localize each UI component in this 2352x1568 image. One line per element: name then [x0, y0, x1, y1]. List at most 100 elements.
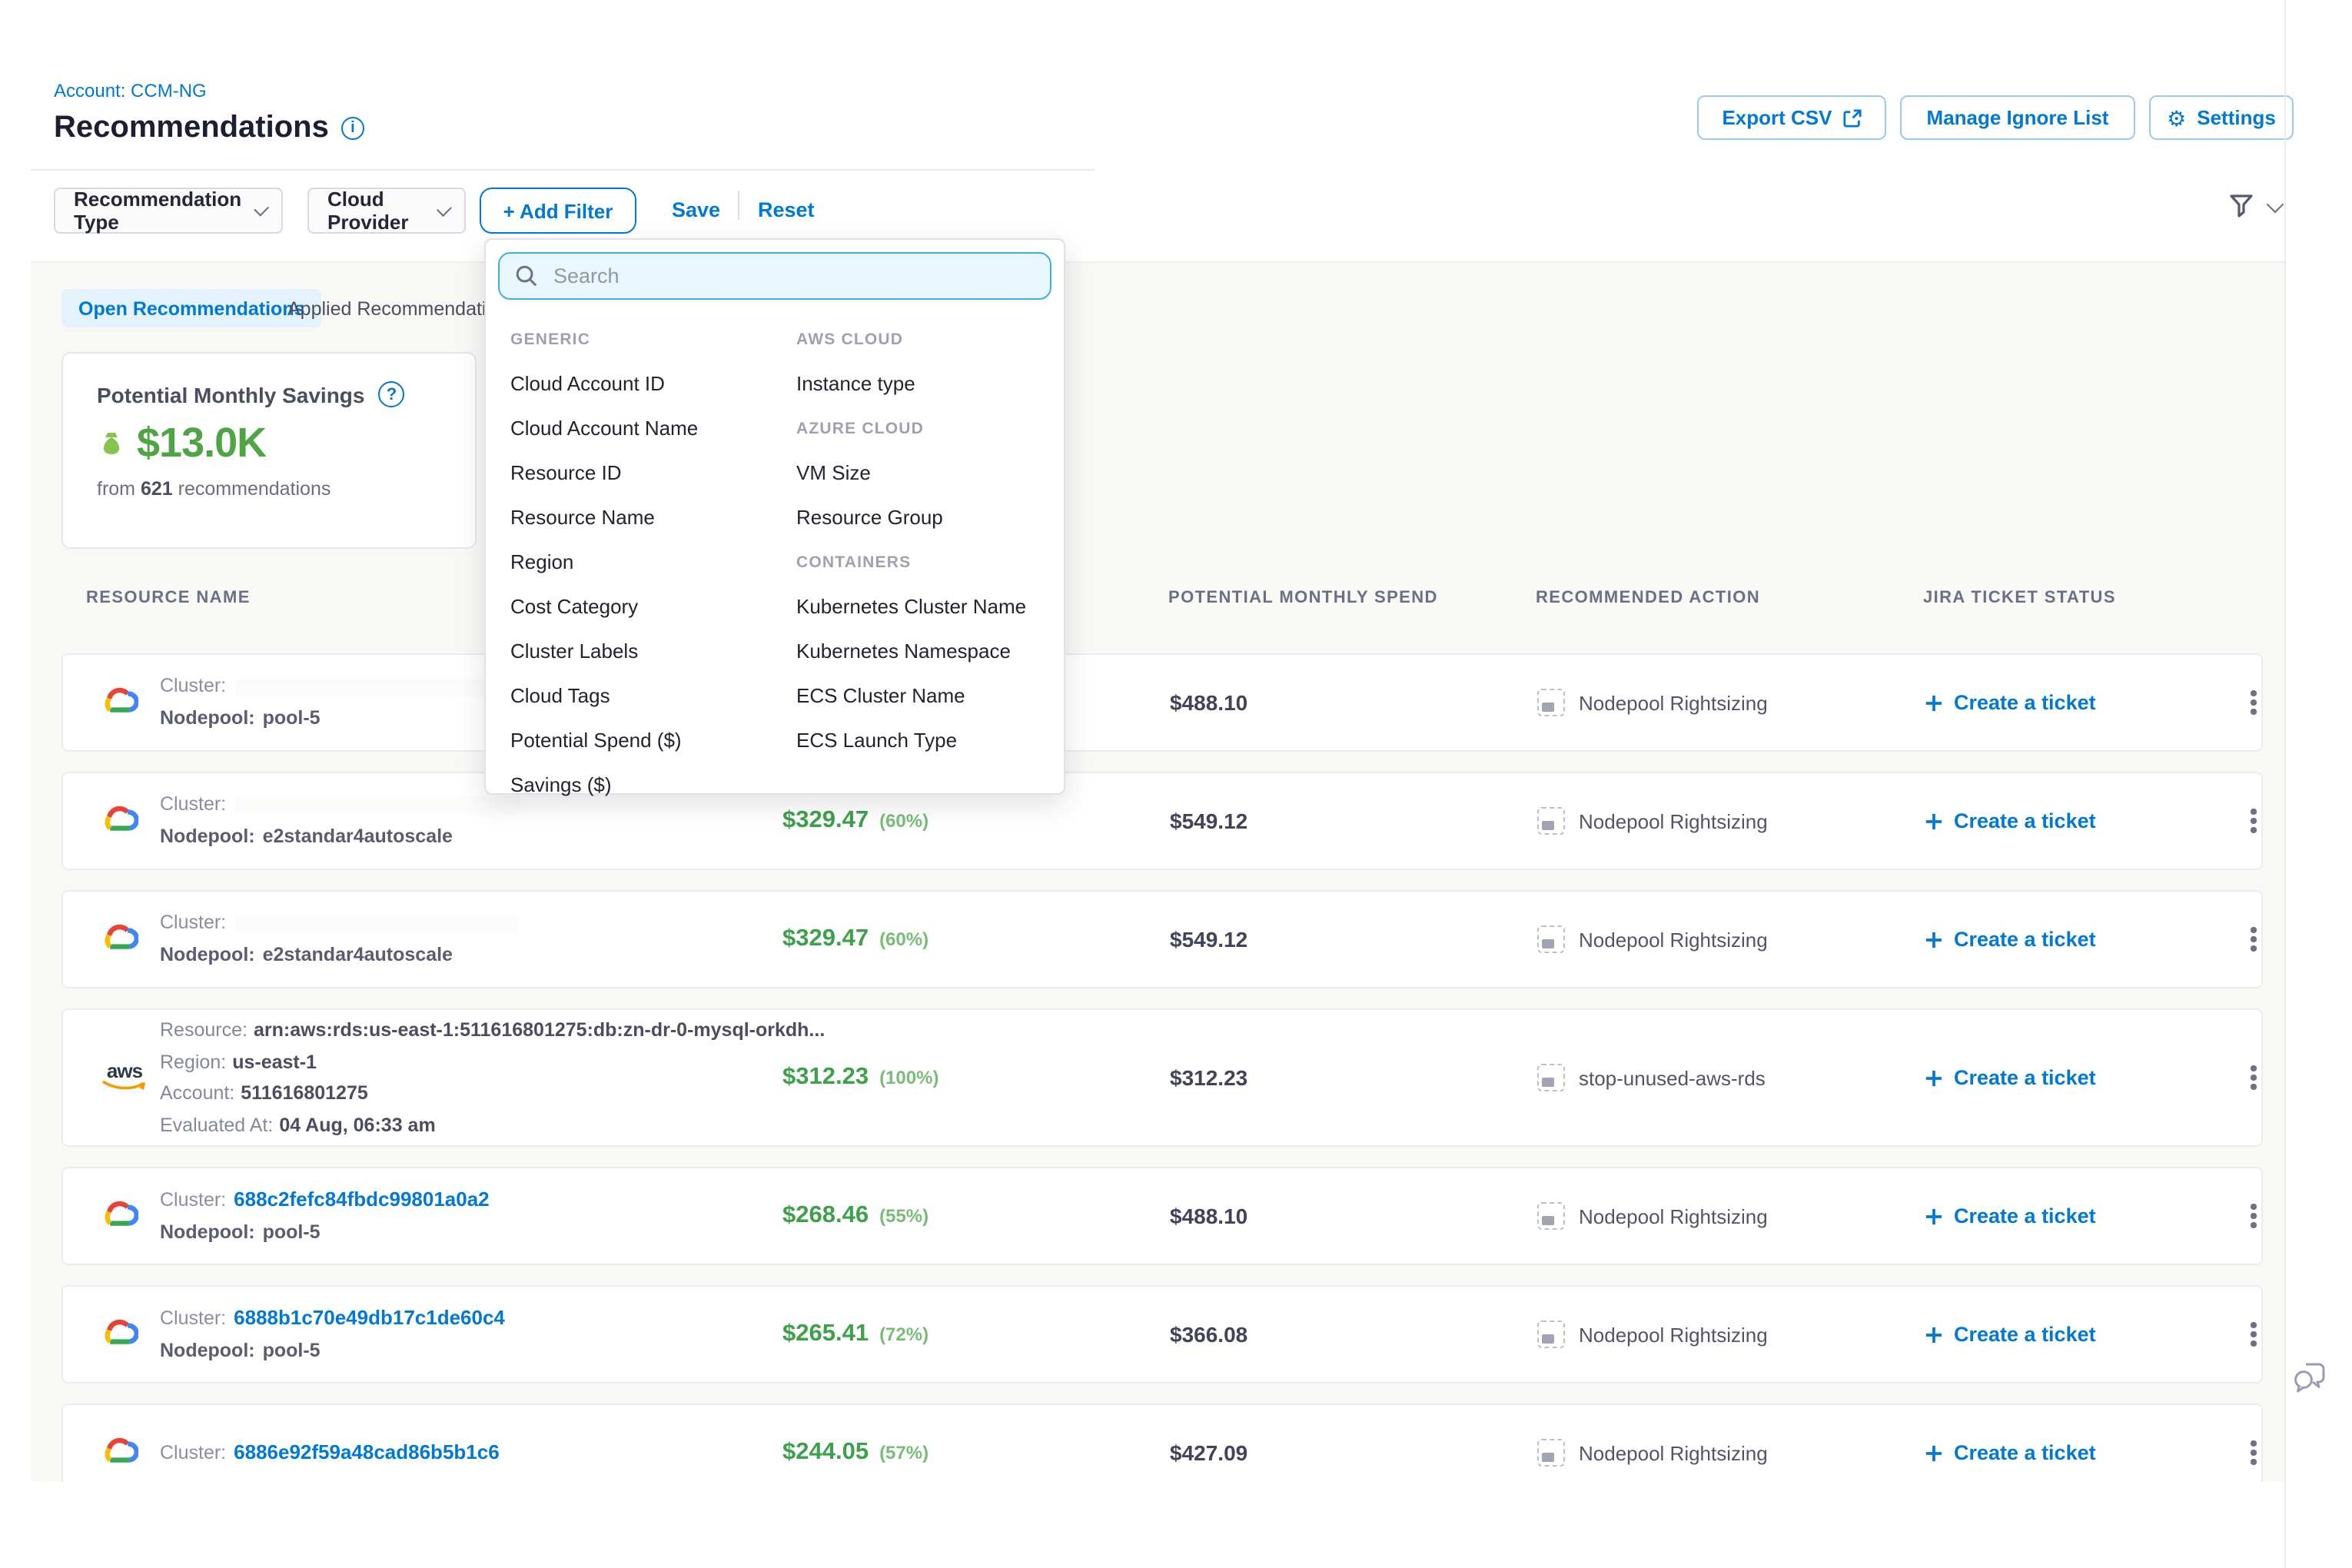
- recommendation-type-filter[interactable]: Recommendation Type: [54, 188, 283, 234]
- dropdown-item[interactable]: Resource Group: [796, 506, 1064, 529]
- create-ticket-button[interactable]: Create a ticket: [1925, 928, 2096, 951]
- rightsizing-icon: [1537, 1202, 1565, 1230]
- help-icon[interactable]: ?: [379, 381, 405, 407]
- cluster-link[interactable]: 6888b1c70e49db17c1de60c4: [234, 1306, 505, 1329]
- spend-cell: $427.09: [1170, 1440, 1247, 1465]
- add-filter-dropdown: GENERIC AWS CLOUD Cloud Account ID Insta…: [484, 238, 1065, 795]
- aws-icon: aws: [98, 1062, 151, 1093]
- table-row[interactable]: Cluster: Nodepool:pool-5 $488.10 Nodepoo…: [61, 653, 2263, 752]
- table-row[interactable]: Cluster:6886e92f59a48cad86b5b1c6 $244.05…: [61, 1404, 2263, 1482]
- dropdown-item[interactable]: Cloud Account ID: [510, 372, 796, 395]
- dropdown-item[interactable]: Cloud Tags: [510, 684, 796, 707]
- plus-icon: [1925, 812, 1943, 830]
- row-menu-button[interactable]: [2243, 1201, 2264, 1231]
- settings-button[interactable]: ⚙ Settings: [2149, 95, 2294, 140]
- dropdown-item[interactable]: VM Size: [796, 461, 1064, 484]
- table-row[interactable]: Cluster:6888b1c70e49db17c1de60c4 Nodepoo…: [61, 1285, 2263, 1384]
- rightsizing-icon: [1537, 1321, 1565, 1348]
- gcp-icon: [98, 682, 138, 723]
- action-cell: Nodepool Rightsizing: [1537, 807, 1768, 835]
- dropdown-item[interactable]: Kubernetes Namespace: [796, 639, 1064, 663]
- dropdown-item[interactable]: Region: [510, 550, 796, 573]
- action-cell: Nodepool Rightsizing: [1537, 1321, 1768, 1348]
- tab-applied-recommendations[interactable]: Applied Recommendations: [287, 289, 517, 327]
- divider: [738, 191, 739, 220]
- dropdown-item[interactable]: ECS Launch Type: [796, 729, 1064, 752]
- dropdown-section-containers: CONTAINERS: [796, 553, 1064, 571]
- action-cell: Nodepool Rightsizing: [1537, 1202, 1768, 1230]
- right-gutter-line: [2284, 0, 2286, 1568]
- gcp-icon: [98, 1432, 138, 1473]
- rightsizing-icon: [1537, 1439, 1565, 1467]
- resource-cell: Cluster:6888b1c70e49db17c1de60c4 Nodepoo…: [160, 1301, 759, 1367]
- dropdown-options: GENERIC AWS CLOUD Cloud Account ID Insta…: [510, 317, 1064, 807]
- plus-icon: [1925, 693, 1943, 712]
- dropdown-item[interactable]: Cluster Labels: [510, 639, 796, 663]
- dropdown-item[interactable]: Cloud Account Name: [510, 417, 796, 440]
- rightsizing-icon: [1537, 925, 1565, 953]
- row-menu-button[interactable]: [2243, 924, 2264, 955]
- tab-open-recommendations[interactable]: Open Recommendations: [61, 289, 322, 327]
- gcp-icon: [98, 1195, 138, 1237]
- cloud-provider-filter[interactable]: Cloud Provider: [307, 188, 466, 234]
- export-csv-button[interactable]: Export CSV: [1697, 95, 1886, 140]
- gear-icon: ⚙: [2167, 107, 2186, 128]
- create-ticket-button[interactable]: Create a ticket: [1925, 809, 2096, 832]
- savings-cell: $244.05(57%): [782, 1439, 929, 1467]
- create-ticket-button[interactable]: Create a ticket: [1925, 1441, 2096, 1464]
- reset-filter-button[interactable]: Reset: [758, 198, 815, 221]
- dropdown-section-aws-cloud: AWS CLOUD: [796, 330, 1064, 348]
- resource-cell: Resource:arn:aws:rds:us-east-1:511616801…: [160, 1015, 867, 1141]
- table-row[interactable]: aws Resource:arn:aws:rds:us-east-1:51161…: [61, 1008, 2263, 1147]
- rightsizing-icon: [1537, 689, 1565, 716]
- row-menu-button[interactable]: [2243, 687, 2264, 718]
- money-bag-icon: [97, 430, 126, 457]
- chevron-down-icon: [437, 201, 452, 216]
- spend-cell: $312.23: [1170, 1065, 1247, 1090]
- redacted-cluster-name: [235, 796, 520, 814]
- dropdown-item[interactable]: ECS Cluster Name: [796, 684, 1064, 707]
- row-menu-button[interactable]: [2243, 1319, 2264, 1350]
- dropdown-item[interactable]: Resource ID: [510, 461, 796, 484]
- create-ticket-button[interactable]: Create a ticket: [1925, 1323, 2096, 1346]
- table-row[interactable]: Cluster: Nodepool:e2standar4autoscale $3…: [61, 890, 2263, 988]
- create-ticket-button[interactable]: Create a ticket: [1925, 691, 2096, 714]
- spend-cell: $488.10: [1170, 1204, 1247, 1228]
- breadcrumb-account[interactable]: Account: CCM-NG: [54, 80, 207, 101]
- save-filter-button[interactable]: Save: [672, 198, 720, 221]
- table-row[interactable]: Cluster: Nodepool:e2standar4autoscale $3…: [61, 772, 2263, 870]
- dropdown-item[interactable]: Potential Spend ($): [510, 729, 796, 752]
- spend-cell: $549.12: [1170, 927, 1247, 952]
- filter-funnel-button[interactable]: [2229, 194, 2281, 220]
- plus-icon: [1925, 1207, 1943, 1225]
- row-menu-button[interactable]: [2243, 1062, 2264, 1093]
- savings-cell: $312.23(100%): [782, 1064, 938, 1091]
- dropdown-item[interactable]: Savings ($): [510, 773, 796, 796]
- create-ticket-button[interactable]: Create a ticket: [1925, 1204, 2096, 1227]
- table-row[interactable]: Cluster:688c2fefc84fbdc99801a0a2 Nodepoo…: [61, 1167, 2263, 1265]
- manage-ignore-list-button[interactable]: Manage Ignore List: [1900, 95, 2135, 140]
- external-link-icon: [1843, 108, 1862, 127]
- gcp-icon: [98, 919, 138, 960]
- info-icon[interactable]: i: [341, 117, 364, 140]
- action-cell: Nodepool Rightsizing: [1537, 1439, 1768, 1467]
- create-ticket-button[interactable]: Create a ticket: [1925, 1066, 2096, 1089]
- resource-cell: Cluster: Nodepool:e2standar4autoscale: [160, 907, 759, 972]
- chevron-down-icon: [253, 201, 268, 216]
- row-menu-button[interactable]: [2243, 806, 2264, 836]
- add-filter-button[interactable]: + Add Filter: [480, 188, 636, 234]
- cluster-link[interactable]: 688c2fefc84fbdc99801a0a2: [234, 1188, 490, 1211]
- row-menu-button[interactable]: [2243, 1437, 2264, 1468]
- search-icon: [515, 264, 538, 287]
- dropdown-item[interactable]: Cost Category: [510, 595, 796, 618]
- cluster-link[interactable]: 6886e92f59a48cad86b5b1c6: [234, 1440, 500, 1463]
- dropdown-search[interactable]: [498, 252, 1051, 300]
- plus-icon: [1925, 1325, 1943, 1344]
- dropdown-item[interactable]: Kubernetes Cluster Name: [796, 595, 1064, 618]
- dropdown-item[interactable]: Resource Name: [510, 506, 796, 529]
- search-input[interactable]: [550, 263, 1035, 289]
- resource-cell: Cluster:6886e92f59a48cad86b5b1c6: [160, 1436, 759, 1470]
- help-chat-button[interactable]: [2291, 1359, 2329, 1405]
- spend-cell: $488.10: [1170, 690, 1247, 715]
- dropdown-item[interactable]: Instance type: [796, 372, 1064, 395]
